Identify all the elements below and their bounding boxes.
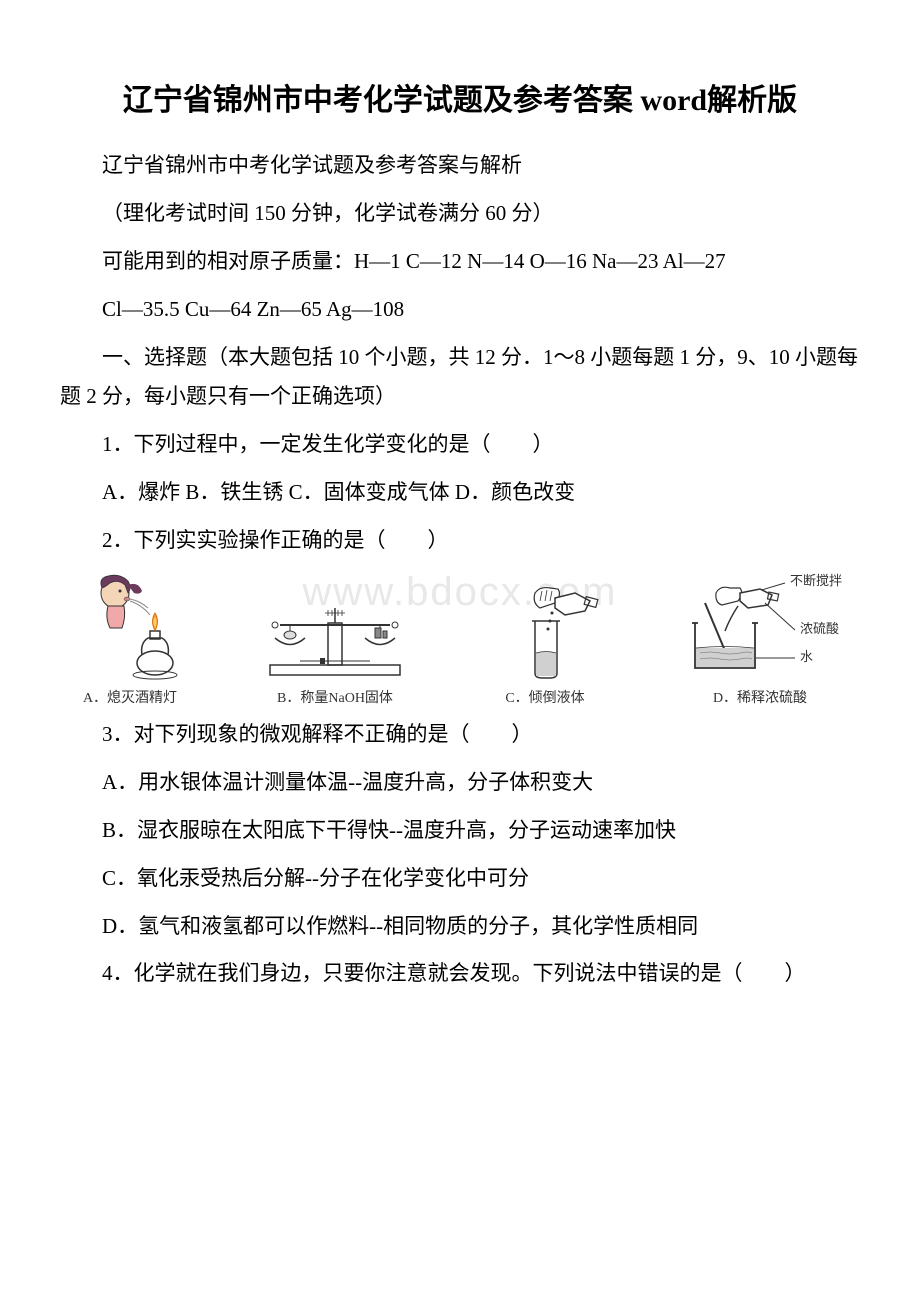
q3-option-c: C．氧化汞受热后分解--分子在化学变化中可分 bbox=[60, 859, 860, 899]
diagram-a: A．熄灭酒精灯 bbox=[70, 573, 190, 707]
q2-diagrams: A．熄灭酒精灯 bbox=[60, 573, 860, 707]
q3-option-a: A．用水银体温计测量体温--温度升高，分子体积变大 bbox=[60, 763, 860, 803]
exam-note: （理化考试时间 150 分钟，化学试卷满分 60 分） bbox=[60, 194, 860, 234]
diagram-d: 不断搅拌 浓硫酸 bbox=[670, 573, 850, 707]
q3-option-d: D．氢气和液氢都可以作燃料--相同物质的分子，其化学性质相同 bbox=[60, 907, 860, 947]
diagram-b-label: B．称量NaOH固体 bbox=[277, 687, 393, 707]
diagram-c-svg bbox=[480, 583, 610, 683]
annotation-water: 水 bbox=[800, 649, 813, 664]
q4-stem: 4．化学就在我们身边，只要你注意就会发现。下列说法中错误的是（ ） bbox=[60, 954, 860, 994]
diagram-c: C．倾倒液体 bbox=[480, 583, 610, 707]
q2-stem: 2．下列实实验操作正确的是（ ） bbox=[60, 521, 860, 561]
q1-options: A．爆炸 B．铁生锈 C．固体变成气体 D．颜色改变 bbox=[60, 473, 860, 513]
diagram-c-label: C．倾倒液体 bbox=[505, 687, 584, 707]
diagram-b-svg bbox=[250, 583, 420, 683]
q3-option-b: B．湿衣服晾在太阳底下干得快--温度升高，分子运动速率加快 bbox=[60, 811, 860, 851]
document-title: 辽宁省锦州市中考化学试题及参考答案 word解析版 bbox=[60, 80, 860, 122]
diagram-d-label: D．稀释浓硫酸 bbox=[713, 687, 807, 707]
annotation-stir: 不断搅拌 bbox=[790, 573, 842, 588]
diagram-b: B．称量NaOH固体 bbox=[250, 583, 420, 707]
q1-stem: 1．下列过程中，一定发生化学变化的是（ ） bbox=[60, 425, 860, 465]
document-content: 辽宁省锦州市中考化学试题及参考答案 word解析版 辽宁省锦州市中考化学试题及参… bbox=[60, 80, 860, 994]
annotation-acid: 浓硫酸 bbox=[800, 621, 839, 636]
diagram-d-svg: 不断搅拌 浓硫酸 bbox=[670, 573, 850, 683]
subtitle: 辽宁省锦州市中考化学试题及参考答案与解析 bbox=[60, 146, 860, 186]
atomic-mass-2: Cl—35.5 Cu—64 Zn—65 Ag—108 bbox=[60, 290, 860, 330]
diagram-a-label: A．熄灭酒精灯 bbox=[83, 687, 177, 707]
diagram-a-svg bbox=[70, 573, 190, 683]
q3-stem: 3．对下列现象的微观解释不正确的是（ ） bbox=[60, 715, 860, 755]
section-1-heading: 一、选择题（本大题包括 10 个小题，共 12 分．1～8 小题每题 1 分，9… bbox=[60, 338, 860, 418]
atomic-mass-1: 可能用到的相对原子质量：H—1 C—12 N—14 O—16 Na—23 Al—… bbox=[60, 242, 860, 282]
